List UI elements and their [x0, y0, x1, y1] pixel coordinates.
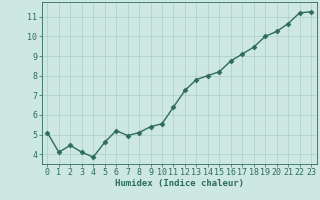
X-axis label: Humidex (Indice chaleur): Humidex (Indice chaleur)	[115, 179, 244, 188]
